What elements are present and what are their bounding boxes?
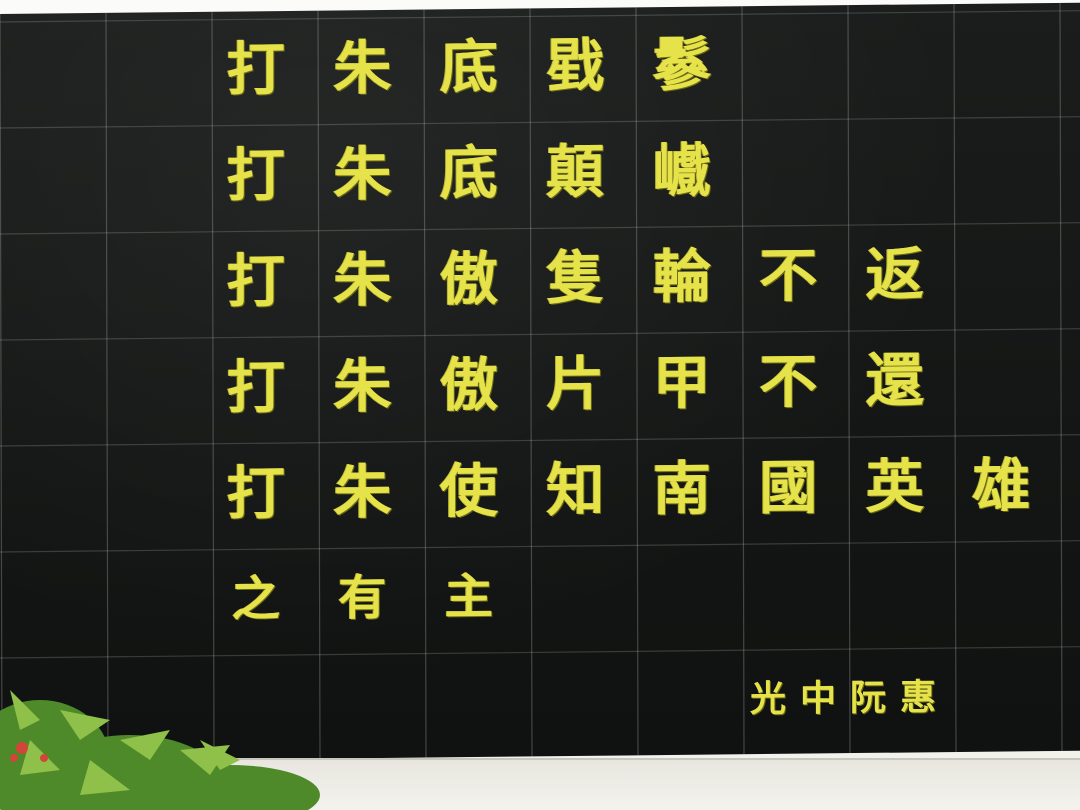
inscription-character: 巇 bbox=[652, 136, 711, 206]
inscription-character: 主 bbox=[444, 568, 493, 626]
inscription-character: 不 bbox=[759, 241, 818, 311]
inscription-character: 南 bbox=[652, 454, 711, 524]
inscription-character: 打 bbox=[226, 141, 285, 210]
inscription-character: 之 bbox=[231, 571, 280, 628]
inscription-character: 朱 bbox=[333, 245, 392, 315]
tile-seam-vertical bbox=[105, 12, 109, 761]
inscription-character: 英 bbox=[865, 452, 924, 521]
inscription-character: 雄 bbox=[972, 451, 1031, 520]
inscription-character: 有 bbox=[338, 569, 387, 627]
inscription-character: 打 bbox=[226, 459, 285, 528]
inscription-character: 還 bbox=[865, 346, 924, 415]
tile-seam-horizontal bbox=[0, 540, 1080, 553]
inscription-character: 輪 bbox=[652, 242, 711, 312]
inscription-character: 朱 bbox=[333, 33, 392, 103]
inscription-character: 顛 bbox=[546, 137, 605, 207]
tile-seam-vertical bbox=[1059, 2, 1063, 751]
inscription-character: 打 bbox=[226, 35, 285, 104]
inscription-character: 隻 bbox=[546, 243, 605, 313]
signature: 光中阮惠 bbox=[750, 676, 951, 721]
inscription-character: 底 bbox=[439, 32, 498, 102]
inscription-character: 國 bbox=[759, 453, 818, 523]
inscription-character: 底 bbox=[439, 138, 498, 208]
inscription-character: 甲 bbox=[652, 348, 711, 418]
inscription-character: 返 bbox=[865, 240, 924, 309]
inscription-character: 朱 bbox=[333, 351, 392, 421]
inscription: 打朱底戥鬖打朱底顛巇打朱傲隻輪不返打朱傲片甲不還打朱使知南國英雄之有主 bbox=[0, 3, 1080, 628]
inscription-character: 傲 bbox=[439, 350, 498, 420]
inscription-character: 打 bbox=[226, 353, 285, 422]
black-stone-wall: 打朱底戥鬖打朱底顛巇打朱傲隻輪不返打朱傲片甲不還打朱使知南國英雄之有主 光中阮惠 bbox=[0, 2, 1080, 762]
inscription-character: 片 bbox=[546, 349, 605, 419]
inscription-character: 知 bbox=[546, 455, 605, 525]
inscription-character: 朱 bbox=[333, 139, 392, 209]
inscription-character: 使 bbox=[439, 456, 498, 526]
inscription-character: 朱 bbox=[333, 457, 392, 527]
green-shrub bbox=[0, 690, 320, 810]
inscription-character: 不 bbox=[759, 347, 818, 417]
inscription-character: 鬖 bbox=[652, 30, 711, 100]
inscription-character: 傲 bbox=[439, 244, 498, 314]
inscription-character: 戥 bbox=[546, 31, 605, 101]
inscription-character: 打 bbox=[226, 247, 285, 316]
tile-seam-vertical bbox=[953, 4, 957, 752]
